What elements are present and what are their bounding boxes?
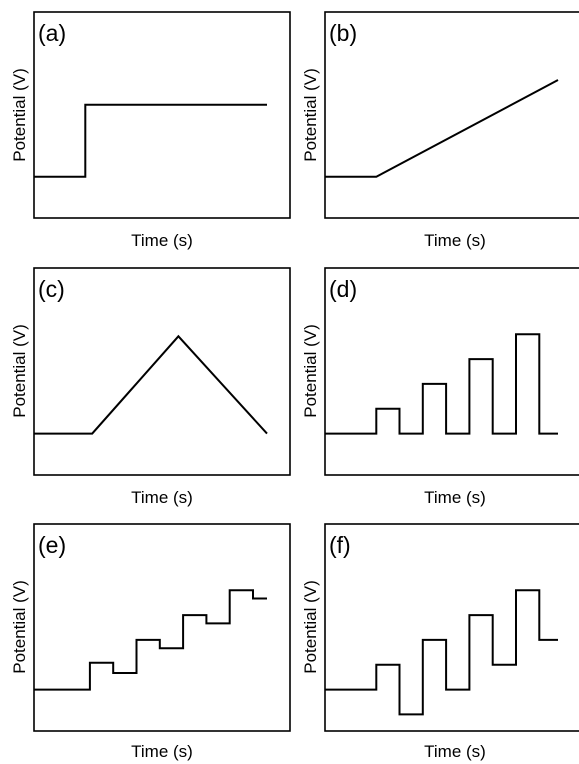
panel-c-trace (34, 334, 268, 435)
panel-b-xlabel: Time (s) (424, 231, 486, 250)
panel-c-label: (c) (38, 276, 65, 302)
panel-e-ylabel: Potential (V) (10, 580, 29, 674)
panel-b-trace (325, 79, 559, 178)
panel-f-trace (325, 589, 558, 716)
panel-a-trace (34, 103, 267, 178)
panel-b: (b) Time (s) Potential (V) (301, 11, 579, 250)
panel-d-trace (325, 333, 558, 435)
panel-a-xlabel: Time (s) (131, 231, 193, 250)
panel-f-frame (324, 523, 579, 732)
panel-d-xlabel: Time (s) (424, 488, 486, 507)
panel-a-frame (33, 11, 291, 219)
panel-d: (d) Time (s) Potential (V) (301, 267, 579, 507)
panel-a-ylabel: Potential (V) (10, 68, 29, 162)
panel-b-label: (b) (329, 20, 357, 46)
panel-f-label: (f) (329, 532, 351, 558)
panel-c-ylabel: Potential (V) (10, 324, 29, 418)
panel-b-frame (324, 11, 579, 219)
panel-e-frame (33, 523, 291, 732)
panel-b-ylabel: Potential (V) (301, 68, 320, 162)
panel-f-xlabel: Time (s) (424, 742, 486, 761)
panel-e: (e) Time (s) Potential (V) (10, 523, 291, 761)
panel-d-label: (d) (329, 276, 357, 302)
panel-d-frame (324, 267, 579, 476)
panel-d-ylabel: Potential (V) (301, 324, 320, 418)
panel-a-label: (a) (38, 20, 66, 46)
panel-f-ylabel: Potential (V) (301, 580, 320, 674)
panel-a: (a) Time (s) Potential (V) (10, 11, 291, 250)
panel-f: (f) Time (s) Potential (V) (301, 523, 579, 761)
panel-e-trace (34, 589, 267, 691)
panel-e-label: (e) (38, 532, 66, 558)
panel-c-xlabel: Time (s) (131, 488, 193, 507)
panel-e-xlabel: Time (s) (131, 742, 193, 761)
panel-c: (c) Time (s) Potential (V) (10, 267, 291, 507)
panel-c-frame (33, 267, 291, 476)
